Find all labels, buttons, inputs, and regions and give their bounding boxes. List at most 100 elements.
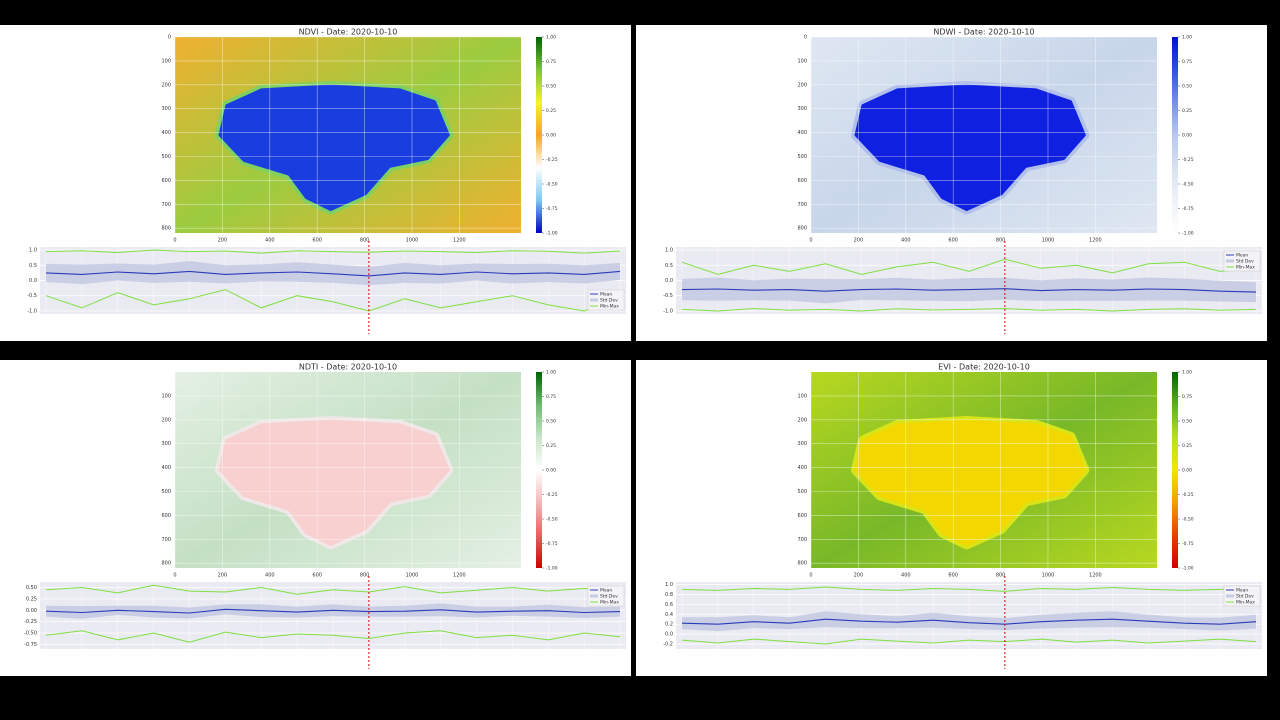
image-y-tick-label: 500 [161,489,171,495]
image-y-tick-label: 500 [797,154,807,160]
lake [854,84,1086,211]
image-x-tick-label: 800 [360,573,370,579]
std-band [682,611,1256,632]
image-y-tick-label: 800 [797,561,807,567]
y-tick-label: -1.0 [663,308,673,314]
legend-label: Std Dev [1236,594,1254,600]
image-x-tick-label: 1200 [1089,573,1102,579]
mean-line [45,608,621,614]
panel: EVI - Date: 2020-10-10 0 200 400 600 800 1000 1… [636,360,1267,676]
min-line [45,630,621,643]
image-y-tick-label: 500 [797,489,807,495]
colorbar-tick-label: -0.75 [1182,206,1194,212]
image-y-tick-label: 300 [797,441,807,447]
y-tick-label: 0.2 [665,622,673,628]
colorbar-tick-label: -1.00 [1182,231,1194,237]
image-y-tick-label: 300 [161,441,171,447]
y-tick-label: 0.5 [665,263,673,269]
colorbar-tick-label: 0.75 [1182,59,1192,65]
legend-swatch [590,594,598,598]
image-y-tick-label: 100 [797,58,807,64]
image-x-tick-label: 800 [360,238,370,244]
max-line [45,584,621,595]
image-y-tick-label: 700 [161,537,171,543]
panel: NDTI - Date: 2020-10-100 200 400 600 800 1000… [0,360,631,676]
y-tick-label: 0.50 [26,585,37,591]
image-x-tick-label: 800 [996,238,1006,244]
image-x-tick-label: 200 [218,573,228,579]
image-y-tick-label: 400 [797,465,807,471]
image-y-tick-label: 100 [161,393,171,399]
image-y-tick-label: 600 [161,178,171,184]
min-line [45,289,621,312]
image-x-tick-label: 0 [809,573,812,579]
image-y-tick-label: 800 [161,561,171,567]
legend-label: Mean [1236,253,1248,259]
y-tick-label: 0.25 [26,596,37,602]
colorbar-tick-label: -0.75 [1182,541,1194,547]
legend-label: Std Dev [600,594,618,600]
colorbar-tick-label: 1.00 [1182,370,1192,376]
colorbar-tick-label: -1.00 [546,566,558,572]
panel: NDVI - Date: 2020-10-100 200 400 600 800 1000… [0,25,631,341]
y-tick-label: 0.8 [665,592,673,598]
image-x-tick-label: 600 [948,573,958,579]
y-tick-label: 0.0 [665,632,673,638]
image-x-tick-label: 200 [854,238,864,244]
colorbar-tick-label: 1.00 [546,370,556,376]
colorbar-tick-label: 0.50 [1182,84,1192,90]
y-tick-label: -1.0 [27,308,37,314]
colorbar-tick-label: 0.00 [1182,133,1192,139]
image-y-tick-label: 800 [161,226,171,232]
lake [218,84,450,211]
std-band [682,277,1256,304]
colorbar-tick-label: -0.75 [546,541,558,547]
image-y-tick-label: 600 [161,513,171,519]
colorbar-tick-label: -0.50 [546,182,558,188]
colorbar-tick-label: -0.50 [1182,517,1194,523]
image-y-tick-label: 0 [168,35,171,41]
colorbar-tick-label: -1.00 [1182,566,1194,572]
image-y-tick-label: 700 [797,202,807,208]
legend-label: Mean [600,292,612,298]
max-line [681,586,1257,592]
image-y-tick-label: 600 [797,513,807,519]
image-x-tick-label: 800 [996,573,1006,579]
colorbar [1172,372,1178,568]
colorbar-tick-label: 0.25 [1182,108,1192,114]
legend [1223,250,1261,272]
image-x-tick-label: 1000 [1042,238,1055,244]
image-x-tick-label: 400 [265,238,275,244]
image-x-tick-label: 400 [901,573,911,579]
legend-label: Min-Max [600,600,619,606]
image-x-tick-label: 1200 [453,573,466,579]
colorbar-tick-label: 0.00 [1182,468,1192,474]
colorbar-tick-label: 1.00 [546,35,556,41]
image-x-tick-label: 400 [901,238,911,244]
image-x-tick-label: 1000 [406,238,419,244]
image-y-tick-label: 500 [161,154,171,160]
max-line [681,258,1257,275]
image-y-tick-label: 200 [797,417,807,423]
std-band [46,261,620,286]
colorbar-tick-label: 0.50 [1182,419,1192,425]
image-x-tick-label: 600 [312,238,322,244]
image-y-tick-label: 100 [161,58,171,64]
image-x-tick-label: 400 [265,573,275,579]
y-tick-label: -0.50 [24,631,37,637]
std-band [46,603,620,619]
image-x-tick-label: 200 [854,573,864,579]
colorbar-tick-label: 0.50 [546,84,556,90]
y-tick-label: 0.0 [29,278,37,284]
y-tick-label: 0.4 [665,612,673,618]
image-y-tick-label: 400 [161,465,171,471]
legend [1223,585,1261,607]
image-x-tick-label: 0 [173,573,176,579]
image-y-tick-label: 200 [161,82,171,88]
legend-label: Min-Max [600,304,619,310]
legend-label: Mean [1236,588,1248,594]
max-line [45,249,621,254]
image-y-tick-label: 0 [804,35,807,41]
colorbar [536,37,542,233]
